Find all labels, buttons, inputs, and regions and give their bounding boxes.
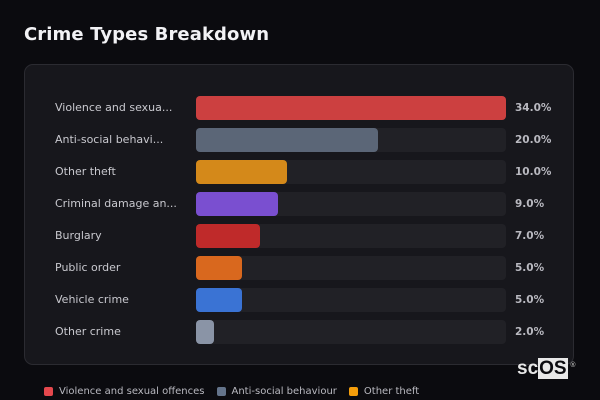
bar-label: Burglary <box>55 229 102 242</box>
bar-row[interactable]: Criminal damage an... 9.0% <box>25 192 575 216</box>
bar-row[interactable]: Public order 5.0% <box>25 256 575 280</box>
logo-suffix: OS <box>538 358 568 379</box>
bar-value: 9.0% <box>515 198 545 210</box>
bar-label: Violence and sexua... <box>55 101 173 114</box>
bar-track <box>196 224 506 248</box>
chart-card: Violence and sexua... 34.0% Anti-social be… <box>24 64 574 365</box>
bar-track <box>196 256 506 280</box>
bar-track <box>196 96 506 120</box>
bar-value: 5.0% <box>515 294 545 306</box>
bar-value: 20.0% <box>515 134 552 146</box>
legend-item[interactable]: Anti-social behaviour <box>216 386 337 397</box>
legend-swatch-icon <box>216 387 226 396</box>
bar-fill[interactable] <box>196 192 279 216</box>
bar-label: Criminal damage an... <box>55 197 177 210</box>
bar-track <box>196 160 506 184</box>
legend-label: Violence and sexual offences <box>59 386 205 397</box>
bar-fill[interactable] <box>196 224 260 248</box>
bar-label: Public order <box>55 261 121 274</box>
bar-fill[interactable] <box>196 288 242 312</box>
bar-value: 5.0% <box>515 262 545 274</box>
bar-label: Anti-social behavi... <box>55 133 164 146</box>
bar-row[interactable]: Violence and sexua... 34.0% <box>25 96 575 120</box>
logo-prefix: sc <box>517 358 539 379</box>
legend-item[interactable]: Other theft <box>348 386 420 397</box>
bar-value: 7.0% <box>515 230 545 242</box>
bar-fill[interactable] <box>196 256 242 280</box>
bar-fill[interactable] <box>196 96 506 120</box>
bar-row[interactable]: Other theft 10.0% <box>25 160 575 184</box>
bar-value: 2.0% <box>515 326 545 338</box>
bar-track <box>196 320 506 344</box>
bar-track <box>196 128 506 152</box>
page-title: Crime Types Breakdown <box>24 24 270 45</box>
bar-label: Other crime <box>55 325 121 338</box>
bar-label: Other theft <box>55 165 116 178</box>
bar-row[interactable]: Vehicle crime 5.0% <box>25 288 575 312</box>
registered-mark: ® <box>570 362 576 369</box>
bar-fill[interactable] <box>196 320 215 344</box>
bar-label: Vehicle crime <box>55 293 129 306</box>
bar-row[interactable]: Other crime 2.0% <box>25 320 575 344</box>
bar-row[interactable]: Burglary 7.0% <box>25 224 575 248</box>
legend-swatch-icon <box>44 387 53 396</box>
bar-row[interactable]: Anti-social behavi... 20.0% <box>25 128 575 152</box>
bar-track <box>196 192 506 216</box>
bar-fill[interactable] <box>196 128 379 152</box>
legend-swatch-icon <box>348 387 358 396</box>
scos-logo: scOS ® <box>517 358 576 379</box>
legend-label: Anti-social behaviour <box>231 386 337 397</box>
bar-track <box>196 288 506 312</box>
legend-label: Other theft <box>363 386 420 397</box>
bar-value: 34.0% <box>515 102 552 114</box>
bar-fill[interactable] <box>196 160 288 184</box>
legend-item[interactable]: Violence and sexual offences <box>44 386 205 397</box>
bar-value: 10.0% <box>515 166 552 178</box>
chart-legend: Violence and sexual offences Anti-social … <box>44 386 419 397</box>
